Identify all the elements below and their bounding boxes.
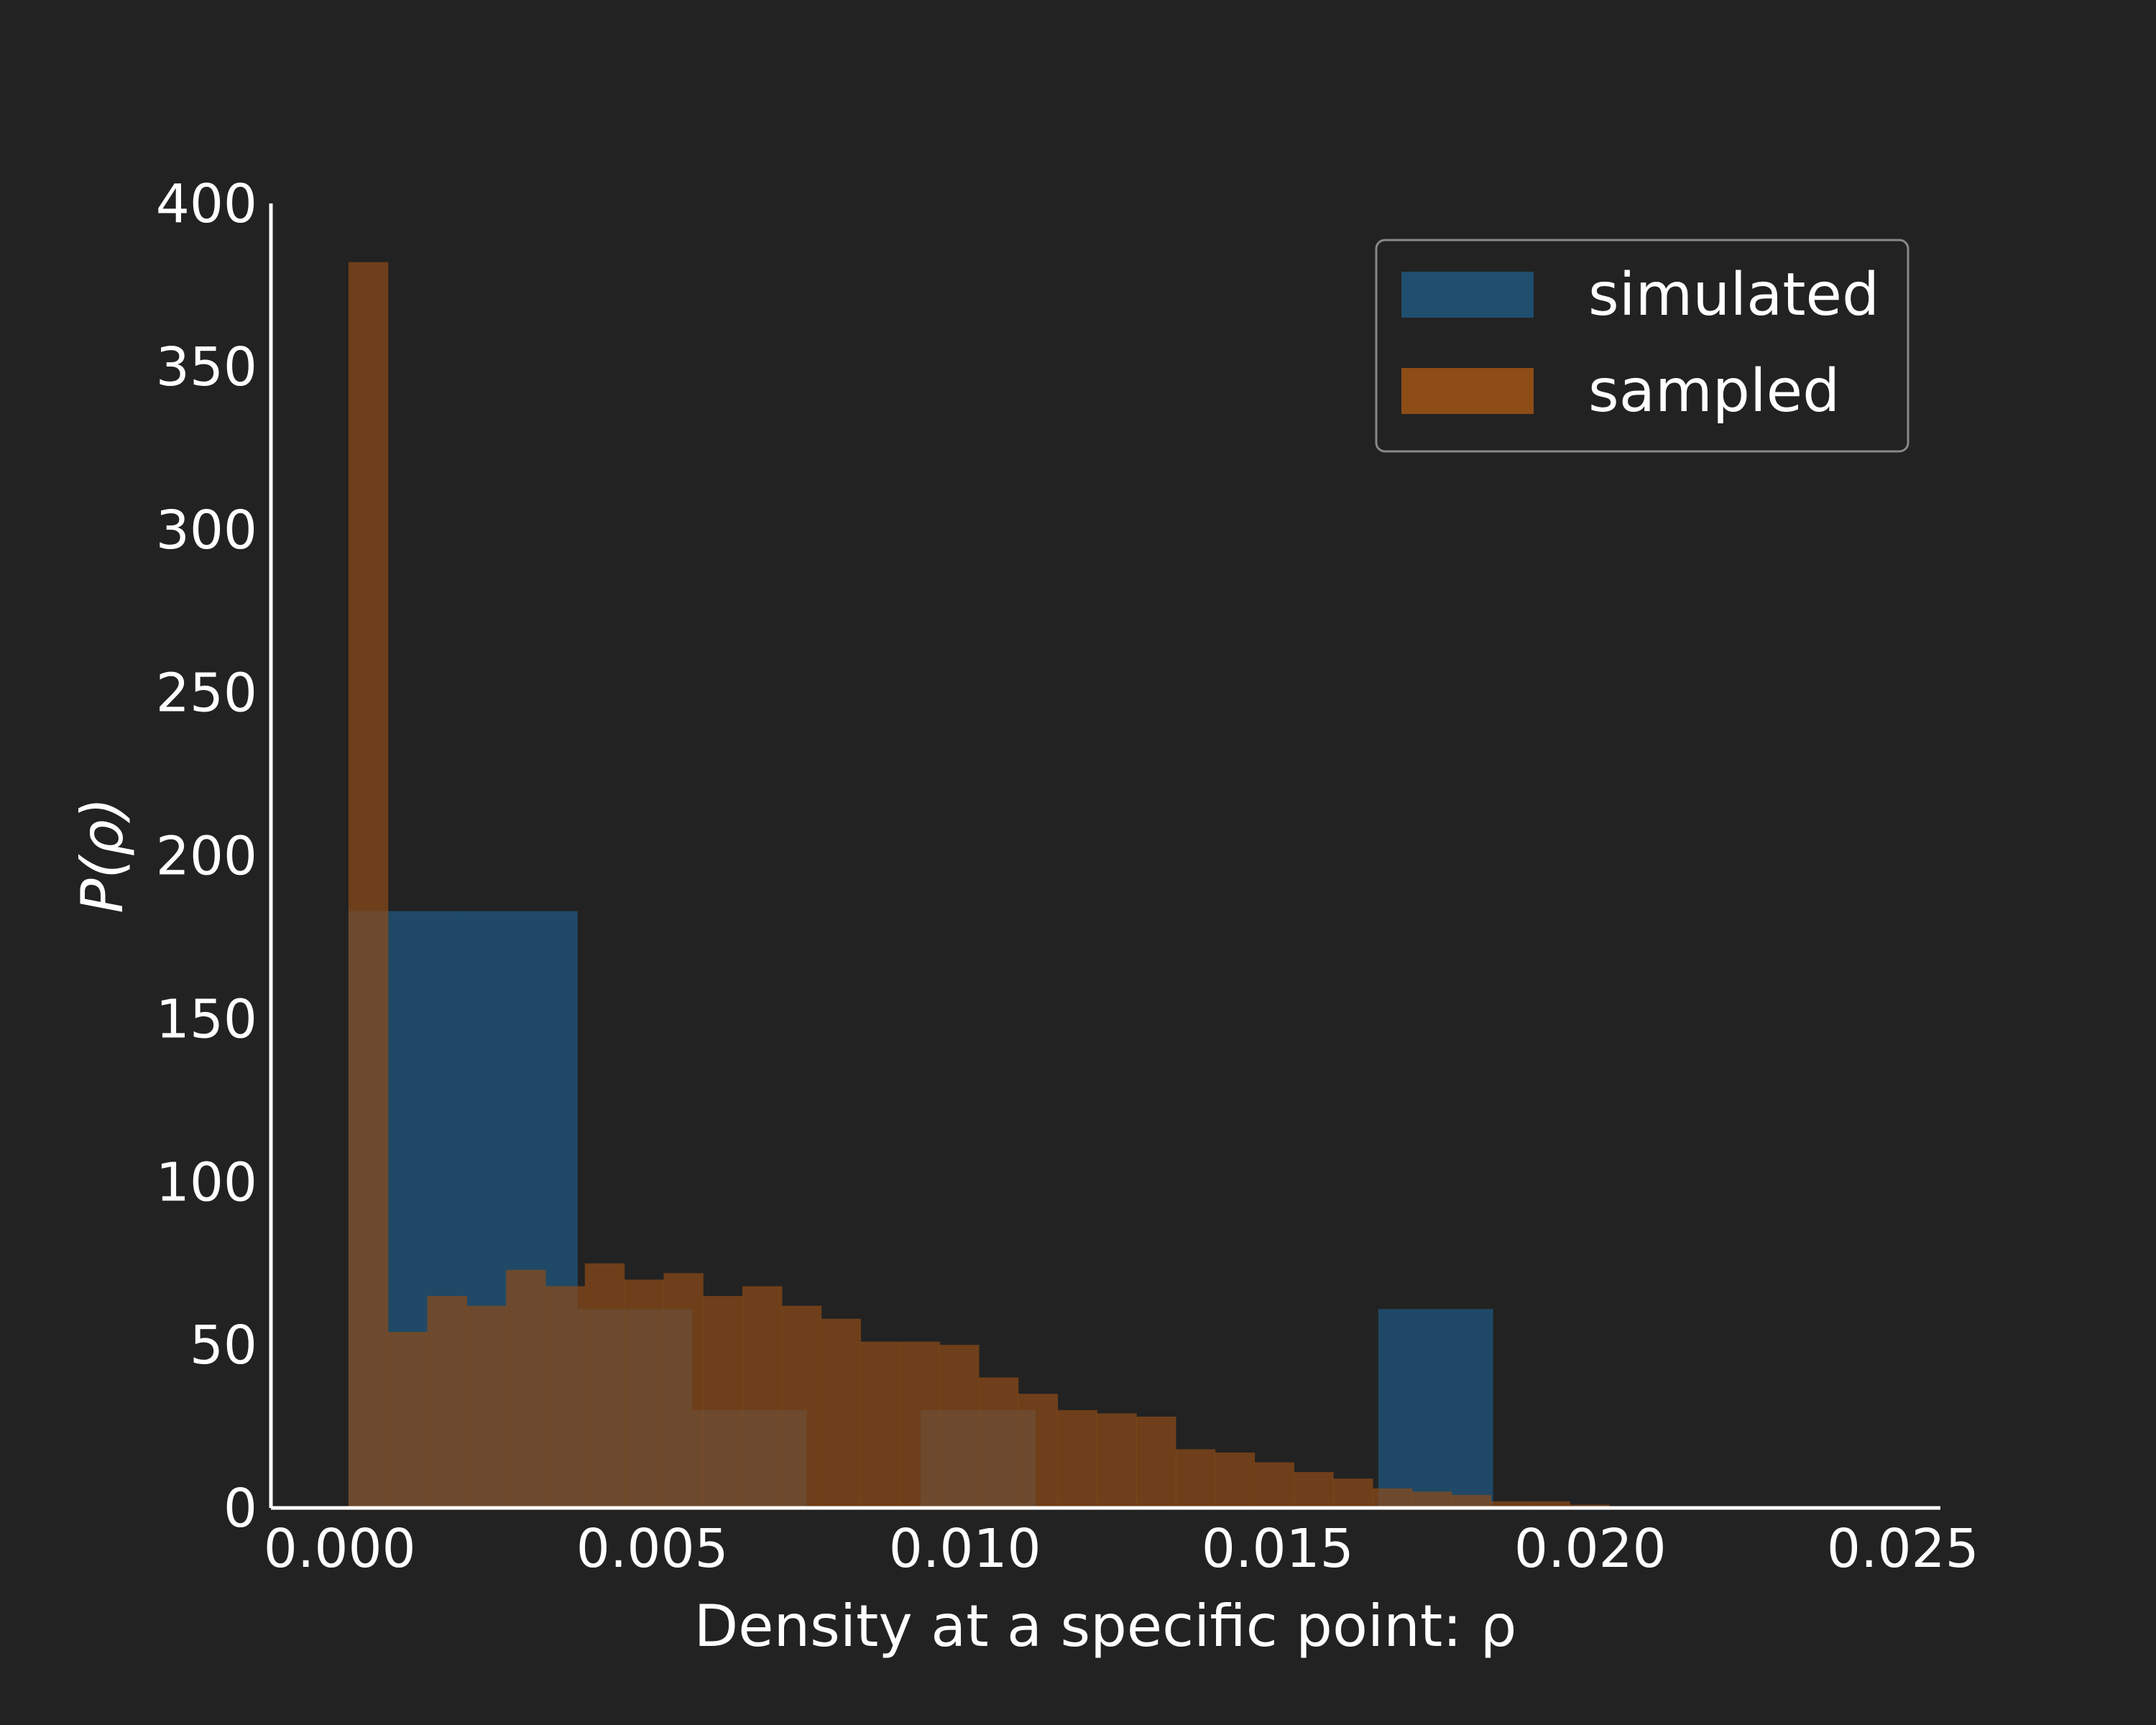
sampled-bar-10 [742,1286,783,1508]
sampled-bar-4 [506,1269,546,1508]
sampled-bar-28 [1451,1494,1491,1508]
x-axis-label: Density at a specific point: ρ [694,1593,1517,1660]
sampled-bar-14 [900,1341,940,1508]
y-tick-labels: 0 50 100 150 200 250 300 350 400 [156,173,257,1540]
sampled-series [348,262,1689,1509]
y-tick-label-50: 50 [190,1315,257,1376]
x-tick-label-0.015: 0.015 [1202,1518,1354,1580]
x-tick-label-0.025: 0.025 [1827,1518,1979,1580]
sampled-bar-1 [387,1332,428,1508]
sampled-bar-21 [1175,1449,1216,1508]
sampled-bar-27 [1411,1491,1452,1508]
y-tick-label-200: 200 [156,826,257,888]
sampled-bar-8 [663,1273,704,1508]
sampled-bar-13 [860,1341,900,1508]
legend-swatch-simulated [1401,272,1534,318]
sampled-bar-16 [978,1377,1019,1508]
sampled-bar-7 [624,1279,664,1508]
sampled-bar-22 [1215,1452,1256,1508]
x-tick-label-0.020: 0.020 [1514,1518,1667,1580]
sampled-bar-5 [545,1286,586,1508]
sampled-bar-20 [1136,1417,1176,1508]
x-tick-labels: 0.000 0.005 0.010 0.015 0.020 0.025 [264,1518,1979,1580]
x-tick-label-0.010: 0.010 [889,1518,1041,1580]
sampled-bar-17 [1018,1394,1059,1508]
simulated-bar-9 [1378,1309,1493,1508]
y-tick-label-300: 300 [156,500,257,561]
sampled-bar-0 [348,262,389,1509]
y-tick-label-100: 100 [156,1151,257,1213]
legend-label-sampled: sampled [1588,357,1840,426]
y-axis-label: P(ρ) [69,797,136,913]
y-tick-label-250: 250 [156,663,257,724]
legend-swatch-sampled [1401,368,1534,414]
x-tick-label-0.005: 0.005 [576,1518,729,1580]
sampled-bar-2 [427,1296,467,1508]
sampled-bar-6 [584,1263,625,1508]
sampled-bar-19 [1097,1413,1137,1508]
sampled-bar-24 [1294,1472,1334,1508]
legend-label-simulated: simulated [1588,261,1879,329]
sampled-bar-18 [1057,1409,1097,1508]
sampled-bar-3 [466,1305,507,1508]
sampled-bar-23 [1254,1462,1294,1508]
sampled-bar-25 [1333,1478,1373,1508]
y-tick-label-400: 400 [156,173,257,235]
sampled-bar-26 [1373,1488,1413,1508]
sampled-bar-29 [1491,1501,1531,1508]
sampled-bar-11 [781,1305,822,1508]
sampled-bar-9 [703,1296,743,1508]
x-tick-label-0.000: 0.000 [264,1518,416,1580]
y-tick-label-0: 0 [224,1478,257,1540]
y-tick-label-350: 350 [156,336,257,398]
sampled-bar-30 [1530,1501,1570,1508]
sampled-bar-15 [939,1345,980,1508]
y-tick-label-150: 150 [156,988,257,1050]
sampled-bar-12 [821,1318,861,1508]
legend: simulated sampled [1375,239,1909,453]
